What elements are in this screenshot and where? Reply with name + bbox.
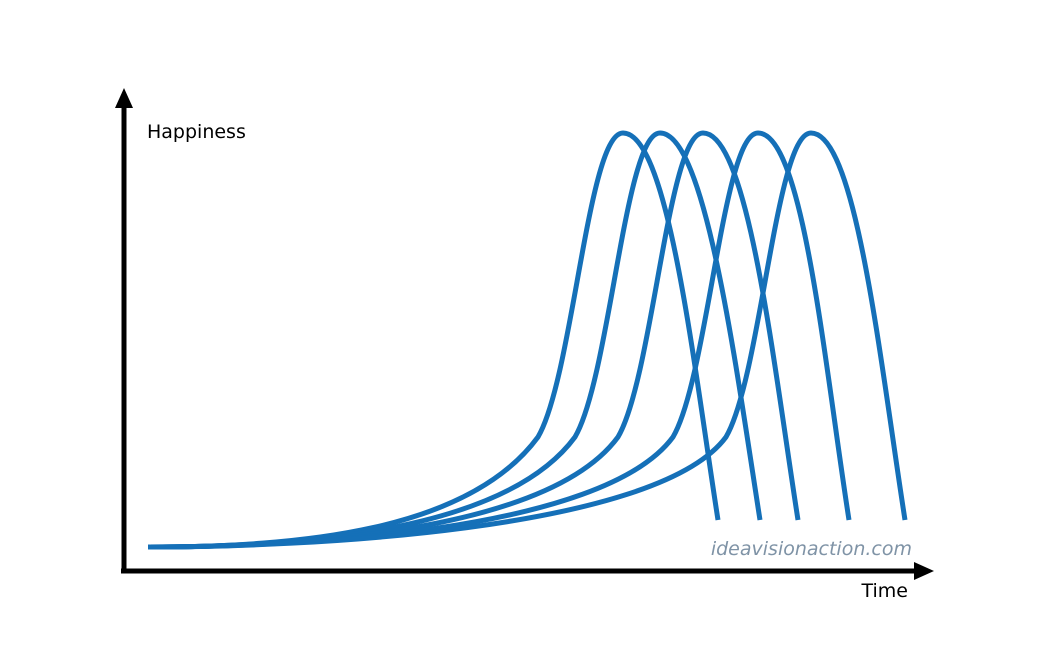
y-axis-label: Happiness: [147, 121, 246, 143]
happiness-curve-1: [147, 130, 721, 550]
x-axis-label: Time: [861, 580, 909, 602]
x-axis-arrow-icon: [914, 562, 934, 580]
happiness-curve-2: [147, 130, 763, 550]
happiness-curve-3: [147, 130, 801, 550]
y-axis-arrow-icon: [115, 88, 133, 108]
happiness-curves: [147, 130, 908, 550]
watermark-text: ideavisionaction.com: [711, 538, 912, 560]
axes: [115, 88, 934, 580]
happiness-curve-5: [147, 130, 908, 550]
